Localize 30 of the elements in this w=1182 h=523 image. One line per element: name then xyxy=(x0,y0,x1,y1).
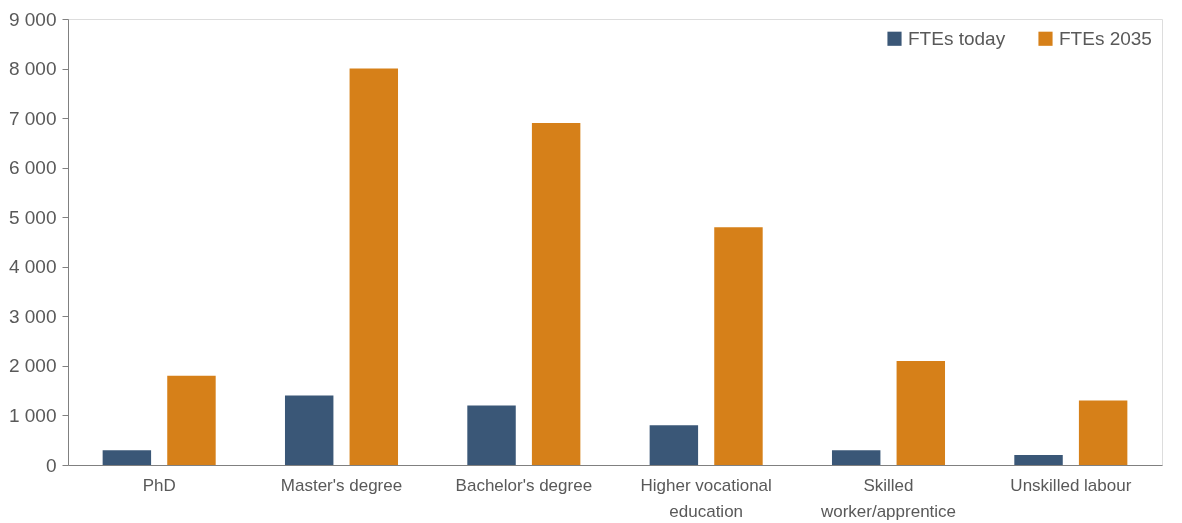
bar xyxy=(649,425,699,465)
legend-label: FTEs 2035 xyxy=(1059,27,1152,49)
y-tick-label: 6 000 xyxy=(8,157,57,179)
y-tick-label: 5 000 xyxy=(8,206,57,228)
bar xyxy=(1078,400,1128,465)
y-tick-label: 7 000 xyxy=(8,107,57,129)
bar xyxy=(102,450,152,465)
x-tick-label: Higher vocational education xyxy=(640,475,772,521)
bar xyxy=(1014,455,1063,465)
bar xyxy=(831,450,881,465)
bar xyxy=(167,375,216,465)
bar xyxy=(467,405,516,465)
y-tick-label: 0 xyxy=(45,454,57,476)
y-tick-label: 3 000 xyxy=(8,305,57,327)
y-tick-label: 1 000 xyxy=(8,404,57,426)
x-tick-label: Master's degree xyxy=(280,475,403,495)
bar xyxy=(714,227,763,465)
bar xyxy=(284,395,334,465)
bar xyxy=(896,360,946,465)
y-tick-label: 8 000 xyxy=(8,58,57,80)
x-tick-label: PhD xyxy=(142,475,176,495)
bar xyxy=(349,68,399,465)
bar xyxy=(531,123,581,465)
y-tick-label: 4 000 xyxy=(8,256,57,278)
legend-label: FTEs today xyxy=(908,27,1006,49)
x-tick-label: Skilled worker/apprentice xyxy=(819,475,957,521)
y-tick-label: 2 000 xyxy=(8,355,57,377)
x-tick-label: Bachelor's degree xyxy=(455,475,593,495)
x-tick-label: Unskilled labour xyxy=(1010,475,1132,495)
y-tick-label: 9 000 xyxy=(8,8,57,30)
